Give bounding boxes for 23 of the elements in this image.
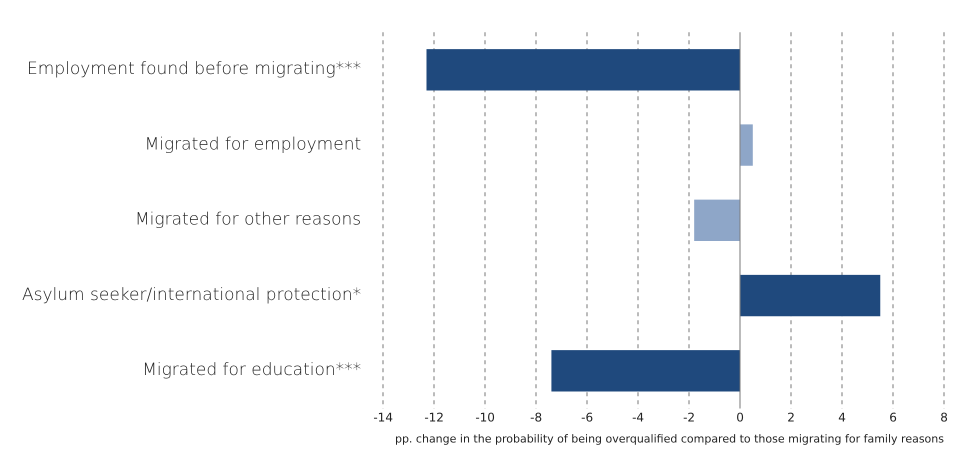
y-tick-label: Migrated for education***: [142, 360, 362, 380]
x-tick-label: -12: [424, 410, 444, 425]
x-tick-label: -14: [373, 410, 393, 425]
bar: [426, 49, 740, 91]
x-tick-label: -8: [530, 410, 542, 425]
x-tick-label: 2: [787, 410, 795, 425]
x-tick-label: 4: [838, 410, 846, 425]
x-tick-label: 6: [889, 410, 897, 425]
bar: [694, 200, 740, 241]
x-tick-label: -4: [632, 410, 644, 425]
y-tick-label: Migrated for other reasons: [134, 210, 362, 230]
y-tick-label: Employment found before migrating***: [27, 59, 362, 80]
x-tick-label: -10: [475, 410, 495, 425]
y-tick-label: Asylum seeker/international protection*: [22, 284, 362, 305]
x-tick-label: 0: [736, 410, 744, 425]
x-axis-title: pp. change in the probability of being overqualified compared to those migrating for family reasons: [394, 432, 944, 446]
x-tick-label: -6: [581, 410, 594, 425]
x-tick-label: -2: [683, 410, 696, 425]
x-tick-label: 8: [940, 410, 948, 425]
bar: [740, 124, 753, 166]
bar: [551, 350, 740, 392]
y-tick-label: Migrated for employment: [144, 134, 362, 154]
bar: [740, 274, 880, 316]
